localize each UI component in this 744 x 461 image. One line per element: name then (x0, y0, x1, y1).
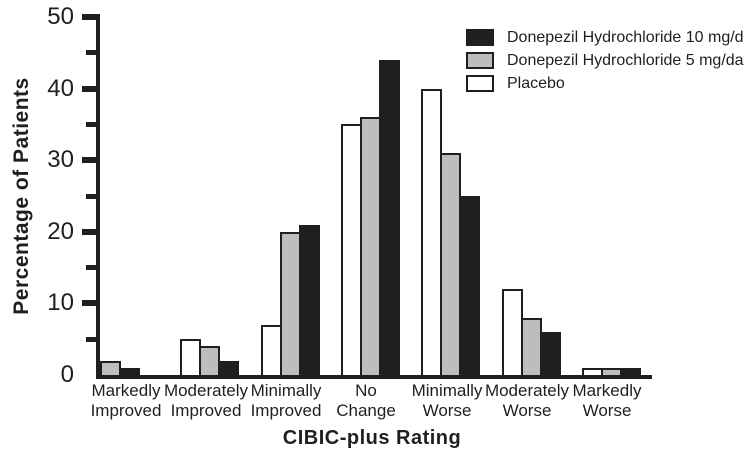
bar-group-3 (261, 225, 320, 375)
y-axis-title: Percentage of Patients (10, 77, 33, 315)
xtick-label-line: Markedly (91, 381, 161, 400)
xtick-label-line: Minimally (250, 381, 322, 400)
legend: Donepezil Hydrochloride 10 mg/day Donepe… (466, 28, 744, 97)
xtick-label-line: Moderately (484, 381, 570, 400)
bar (100, 361, 121, 375)
xtick-label-line: Markedly (572, 381, 642, 400)
legend-row-10mg: Donepezil Hydrochloride 10 mg/day (466, 28, 744, 47)
bar-group-2 (180, 339, 239, 375)
xtick-label-line: Worse (422, 401, 472, 420)
xtick-label-line: No (355, 381, 377, 400)
legend-row-5mg: Donepezil Hydrochloride 5 mg/day (466, 51, 744, 70)
y-major-tick-20 (82, 228, 100, 235)
xtick-label-line: Improved (90, 401, 162, 420)
legend-swatch-placebo (466, 75, 494, 92)
xtick-label-line: Minimally (411, 381, 483, 400)
x-axis-title: CIBIC-plus Rating (282, 427, 462, 449)
ytick-label-40: 40 (47, 74, 74, 102)
bar (440, 153, 461, 375)
legend-label-10mg: Donepezil Hydrochloride 10 mg/day (507, 28, 744, 46)
bar-group-1 (100, 361, 140, 375)
ytick-label-20: 20 (47, 217, 74, 245)
ytick-label-50: 50 (47, 3, 74, 30)
bar (521, 318, 542, 375)
xtick-label-line: Worse (582, 401, 632, 420)
bar (379, 60, 400, 375)
bar (280, 232, 301, 375)
ytick-label-0: 0 (60, 361, 74, 388)
y-major-tick-50 (82, 14, 100, 20)
bar (421, 89, 442, 375)
bar-group-4 (341, 60, 400, 375)
legend-label-5mg: Donepezil Hydrochloride 5 mg/day (507, 51, 744, 69)
xtick-label-3: Minimally Improved (234, 381, 338, 421)
xtick-label-5: Minimally Worse (395, 381, 499, 421)
ytick-label-10: 10 (47, 289, 74, 317)
xtick-label-line: Improved (250, 401, 322, 420)
ytick-label-30: 30 (47, 146, 74, 174)
xtick-label-line: Moderately (163, 381, 249, 400)
bar-group-7 (582, 368, 641, 375)
legend-swatch-5mg (466, 52, 494, 69)
y-major-tick-40 (82, 85, 100, 92)
y-major-tick-30 (82, 157, 100, 164)
legend-label-placebo: Placebo (507, 74, 565, 92)
bar (180, 339, 201, 375)
xtick-label-4: No Change (314, 381, 418, 421)
bar (199, 346, 220, 375)
bar-group-5 (421, 89, 480, 375)
bar (119, 368, 140, 375)
bar (459, 196, 480, 375)
bar (601, 368, 622, 375)
xtick-label-2: Moderately Improved (154, 381, 258, 421)
bar (360, 117, 381, 375)
bar (582, 368, 603, 375)
xtick-label-7: Markedly Worse (555, 381, 659, 421)
legend-row-placebo: Placebo (466, 74, 744, 93)
bar (218, 361, 239, 375)
xtick-label-line: Worse (502, 401, 552, 420)
bar (261, 325, 282, 375)
y-minor-tick-15 (86, 265, 100, 271)
xtick-label-line: Improved (170, 401, 242, 420)
xtick-label-line: Change (336, 401, 396, 420)
y-minor-tick-25 (86, 193, 100, 199)
y-minor-tick-35 (86, 121, 100, 127)
y-minor-tick-5 (86, 336, 100, 342)
plot-area: 0 10 20 30 40 50 (47, 4, 652, 388)
bar (540, 332, 561, 375)
bar (620, 368, 641, 375)
y-major-tick-10 (82, 300, 100, 307)
xtick-label-1: Markedly Improved (74, 381, 178, 421)
bar-group-6 (502, 289, 561, 375)
bar (341, 124, 362, 375)
bar (299, 225, 320, 375)
xtick-label-6: Moderately Worse (475, 381, 579, 421)
y-minor-tick-45 (86, 50, 100, 56)
legend-swatch-10mg (466, 29, 494, 46)
bar (502, 289, 523, 375)
